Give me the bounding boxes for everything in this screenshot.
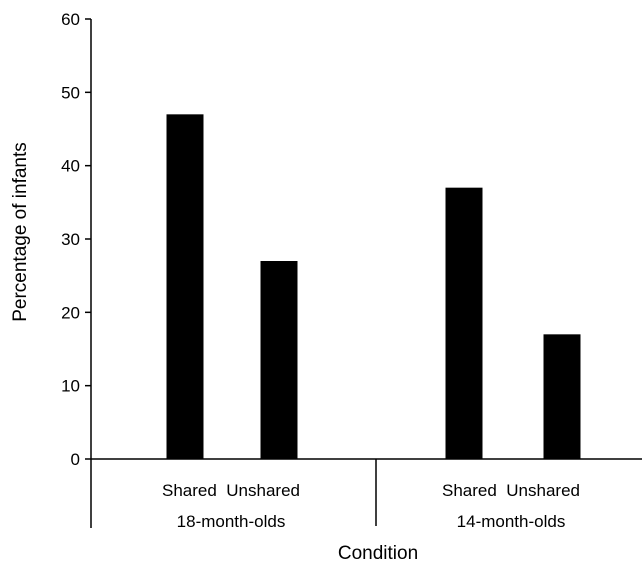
- category-labels: Shared Unshared: [162, 481, 300, 500]
- bar: [260, 261, 298, 459]
- y-tick-label: 60: [61, 10, 80, 29]
- category-label: Unshared: [217, 481, 300, 500]
- x-axis: Shared Unshared 18-month-olds Shared Unsha…: [91, 458, 642, 531]
- y-tick-label: 30: [61, 230, 80, 249]
- x-axis-title: Condition: [338, 543, 418, 564]
- bars: [166, 114, 581, 459]
- category-label: Shared: [442, 481, 497, 500]
- y-tick-label: 40: [61, 157, 80, 176]
- y-tick-label: 50: [61, 83, 80, 102]
- category-label: Unshared: [497, 481, 580, 500]
- bar: [543, 334, 581, 459]
- y-tick-label: 20: [61, 303, 80, 322]
- bar: [445, 187, 483, 459]
- category-labels: Shared Unshared: [442, 481, 580, 500]
- y-tick-label: 10: [61, 377, 80, 396]
- group-label: 18-month-olds: [177, 512, 286, 531]
- group-label: 14-month-olds: [457, 512, 566, 531]
- category-label: Shared: [162, 481, 217, 500]
- y-axis: 0 10 20 30 40 50 60: [61, 10, 92, 528]
- y-tick-label: 0: [71, 450, 80, 469]
- y-axis-title: Percentage of infants: [10, 142, 31, 322]
- bar: [166, 114, 204, 459]
